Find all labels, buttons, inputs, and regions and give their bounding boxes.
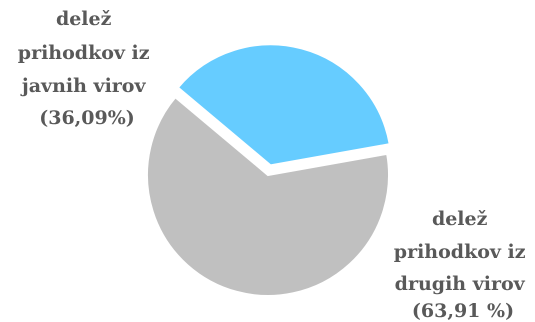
- slice-label-other: delež prihodkov iz drugih virov (63,91 %…: [394, 208, 532, 322]
- pie-slice-other: [146, 95, 390, 297]
- slice-label-public-line-2: prihodkov iz: [18, 42, 150, 64]
- slice-label-public-value: (36,09%): [39, 107, 135, 129]
- pie-slice-public: [176, 43, 391, 167]
- slice-label-other-line-3: drugih virov: [395, 273, 526, 295]
- pie-slices: [146, 43, 391, 297]
- slice-label-public-line-1: delež: [56, 8, 112, 30]
- slice-label-public: delež prihodkov iz javnih virov (36,09%): [18, 8, 156, 129]
- slice-label-public-line-3: javnih virov: [20, 75, 147, 97]
- slice-label-other-line-2: prihodkov iz: [394, 241, 526, 263]
- slice-label-other-value: (63,91 %): [412, 300, 514, 322]
- slice-label-other-line-1: delež: [432, 208, 488, 230]
